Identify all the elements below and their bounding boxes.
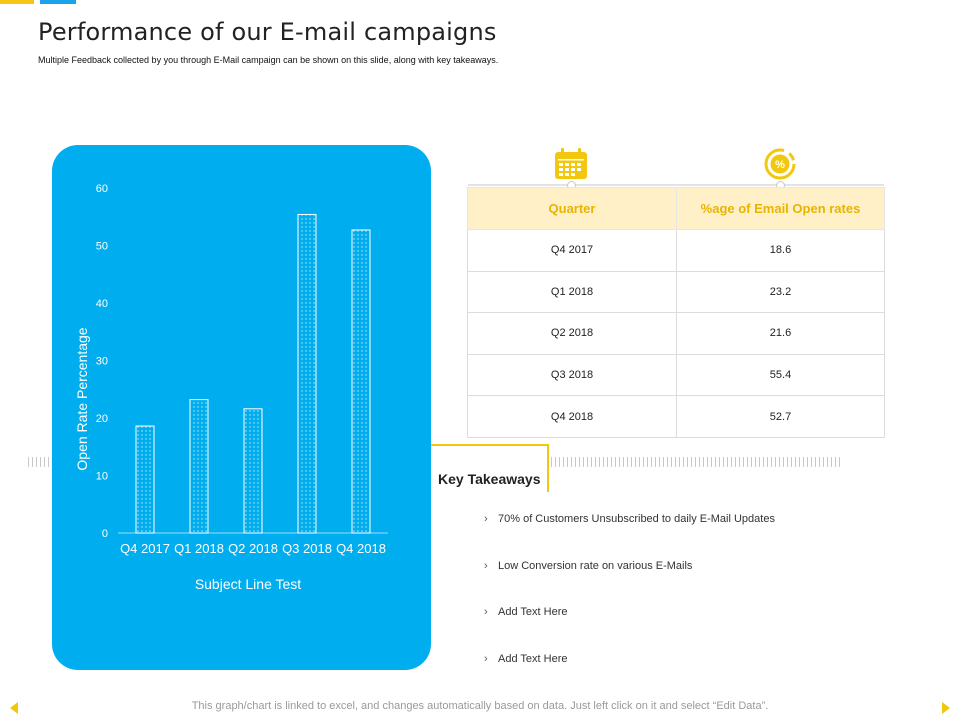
table-header-row: Quarter %age of Email Open rates [467,187,885,230]
table-row: Q4 2018 52.7 [467,395,885,438]
percent-icon: % [762,146,798,182]
table-cell-rate: 52.7 [676,395,885,438]
table-row: Q3 2018 55.4 [467,353,885,397]
table-row: Q4 2017 18.6 [467,229,885,272]
page-title: Performance of our E-mail campaigns [38,18,497,46]
x-tick-label: Q1 2018 [174,541,224,556]
bar-q4-2017[interactable] [135,425,155,534]
x-tick-label: Q4 2018 [336,541,386,556]
table-cell-quarter: Q3 2018 [467,353,677,397]
bullet-chevron-icon: › [484,513,488,525]
table-cell-rate: 55.4 [676,353,885,397]
header-connector-line [468,184,884,186]
x-axis-title: Subject Line Test [195,576,301,592]
table-cell-rate: 23.2 [676,270,885,314]
table-cell-quarter: Q1 2018 [467,270,677,314]
table-cell-rate: 21.6 [676,312,885,355]
bullet-chevron-icon: › [484,606,488,618]
x-tick-label: Q2 2018 [228,541,278,556]
y-tick-label: 20 [96,413,108,425]
list-item: › Low Conversion rate on various E-Mails [484,560,692,572]
next-slide-arrow-icon[interactable] [942,702,950,714]
bar-q1-2018[interactable] [189,399,209,534]
bar-q3-2018[interactable] [297,213,317,534]
column-header-open-rate: %age of Email Open rates [676,187,885,230]
table-cell-quarter: Q2 2018 [467,312,677,355]
bullet-chevron-icon: › [484,653,488,665]
y-tick-label: 10 [96,471,108,483]
top-accent-yellow [0,0,34,4]
table-row: Q2 2018 21.6 [467,312,885,355]
table-cell-quarter: Q4 2017 [467,229,677,272]
page-subtitle: Multiple Feedback collected by you throu… [38,55,499,65]
table-cell-quarter: Q4 2018 [467,395,677,438]
takeaway-text: Add Text Here [498,653,568,665]
y-tick-label: 50 [96,241,108,253]
y-tick-label: 40 [96,298,108,310]
previous-slide-arrow-icon[interactable] [10,702,18,714]
svg-text:%: % [775,159,785,171]
list-item: › Add Text Here [484,606,568,618]
column-header-quarter: Quarter [467,187,677,230]
bar-chart[interactable]: 0 10 20 30 40 50 60 Q4 2017 Q1 2018 Q2 2018 Q3 20… [52,145,431,670]
takeaway-text: 70% of Customers Unsubscribed to daily E… [498,513,775,525]
y-tick-label: 60 [96,183,108,195]
y-tick-label: 30 [96,356,108,368]
bullet-chevron-icon: › [484,560,488,572]
footer-note: This graph/chart is linked to excel, and… [191,700,769,712]
chart-panel: 0 10 20 30 40 50 60 Q4 2017 Q1 2018 Q2 2018 Q3 20… [52,145,431,670]
table-cell-rate: 18.6 [676,229,885,272]
table-row: Q1 2018 23.2 [467,270,885,314]
y-axis-title: Open Rate Percentage [74,327,90,470]
x-tick-label: Q3 2018 [282,541,332,556]
takeaway-text: Add Text Here [498,606,568,618]
list-item: › 70% of Customers Unsubscribed to daily … [484,513,775,525]
decorative-dash-strip [28,457,52,467]
key-takeaways-title: Key Takeaways [438,471,541,487]
key-takeaways-frame [431,444,549,492]
list-item: › Add Text Here [484,653,568,665]
bar-q4-2018[interactable] [351,229,371,534]
decorative-dash-strip [551,457,842,467]
open-rate-table: Quarter %age of Email Open rates Q4 2017… [467,187,885,438]
top-accent-blue [40,0,76,4]
bar-q2-2018[interactable] [243,408,263,534]
calendar-icon [553,146,589,182]
x-tick-label: Q4 2017 [120,541,170,556]
takeaway-text: Low Conversion rate on various E-Mails [498,560,693,572]
y-tick-label: 0 [102,528,108,540]
